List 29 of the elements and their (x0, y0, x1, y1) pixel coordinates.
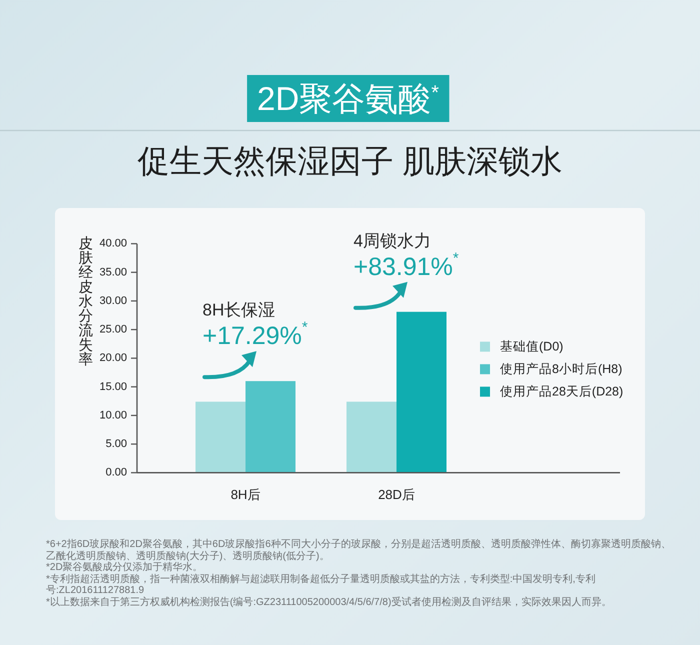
y-tick-label: 10.00 (99, 409, 127, 422)
y-tick-label: 40.00 (99, 238, 127, 250)
y-tick-label: 20.00 (99, 352, 127, 364)
y-tick-label: 30.00 (99, 294, 127, 307)
legend-label: 基础值(D0) (500, 340, 564, 354)
annotation: 8H长保湿 (202, 300, 276, 320)
text: 皮肤经皮水分流失率 (78, 236, 94, 368)
chart-subtitle: 促生天然保湿因子 肌肤深锁水 (138, 143, 562, 179)
y-tick-label: 25.00 (99, 324, 127, 336)
bar (246, 381, 296, 473)
legend-label: 使用产品8小时后(H8) (500, 362, 622, 376)
y-tick-label: 5.00 (106, 438, 127, 450)
bar (196, 402, 246, 473)
bar (346, 402, 396, 473)
chart-title: 2D聚谷氨酸$^{*}$ (257, 80, 440, 117)
annotation: 4周锁水力 (354, 231, 431, 250)
bar (396, 312, 446, 473)
y-tick-label: 0.00 (106, 466, 127, 479)
text: *以上数据来自于第三方权威机构检测报告(编号:GZ23111005200003/4/5/6/7/8)受试者使用检测及自评结果，实际效果因人而异。 (46, 596, 612, 609)
annotation: +17.29%$^{*}$ (202, 319, 308, 350)
text: *专利指超活透明质酸，指一种菌液双相酶解与超滤联用制备超低分子量透明质酸或其盐的方法，专利类型:中国发明专利,专利号:ZL201611127881.9 (46, 574, 596, 596)
annotation: +83.91%$^{*}$ (354, 250, 459, 281)
x-tick-label: 28D后 (378, 487, 415, 502)
x-tick-label: 8H后 (230, 487, 260, 502)
y-tick-label: 15.00 (99, 380, 127, 393)
text: *2D聚谷氨酸成分仅添加于精华水。 (46, 562, 204, 574)
legend-label: 使用产品28天后(D28) (500, 384, 624, 399)
y-tick-label: 35.00 (99, 266, 127, 278)
text: *6+2指6D玻尿酸和2D聚谷氨酸，其中6D玻尿酸指6种不同大小分子的玻尿酸，分别是超活透明质酸、透明质酸弹性体、酶切寡聚透明质酸钠、乙酰化透明质酸钠、透明质酸钠(大分子)、透明质酸钠(低分子)。 (46, 539, 672, 562)
